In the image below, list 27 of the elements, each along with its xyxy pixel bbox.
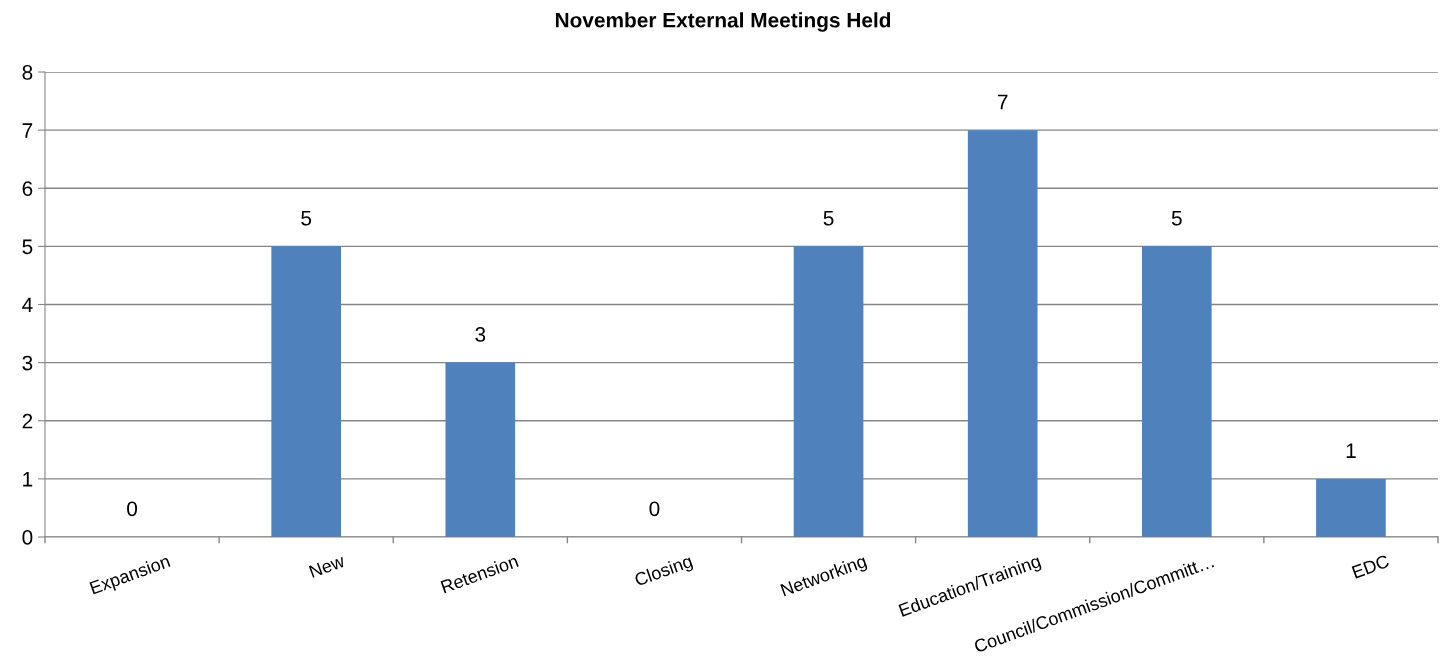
y-tick-label: 8 [22, 65, 33, 80]
data-label: 5 [301, 211, 312, 226]
data-label: 3 [475, 327, 486, 342]
bar [1316, 478, 1386, 537]
bar [793, 246, 864, 537]
data-label: 7 [997, 94, 1008, 110]
y-tick-label: 6 [22, 181, 33, 196]
y-tick-label: 2 [22, 413, 33, 429]
bar [967, 130, 1038, 537]
x-tick-label: EDC [1351, 554, 1390, 579]
data-label: 0 [649, 501, 660, 517]
x-tick-label: New [308, 554, 346, 578]
y-tick-label: 5 [22, 239, 33, 255]
data-label: 5 [823, 211, 834, 226]
x-tick-label: Closing [633, 554, 695, 590]
data-label: 1 [1346, 443, 1356, 458]
bar [271, 246, 342, 537]
y-tick-label: 3 [22, 355, 33, 371]
bar [1141, 246, 1212, 537]
bar [445, 362, 516, 537]
y-tick-label: 0 [22, 530, 33, 545]
chart-title: November External Meetings Held [555, 12, 891, 32]
data-label: 0 [127, 501, 138, 517]
data-label: 5 [1171, 211, 1182, 226]
y-tick-label: 4 [22, 297, 33, 313]
y-tick-label: 1 [23, 472, 33, 487]
y-tick-label: 7 [22, 123, 33, 138]
